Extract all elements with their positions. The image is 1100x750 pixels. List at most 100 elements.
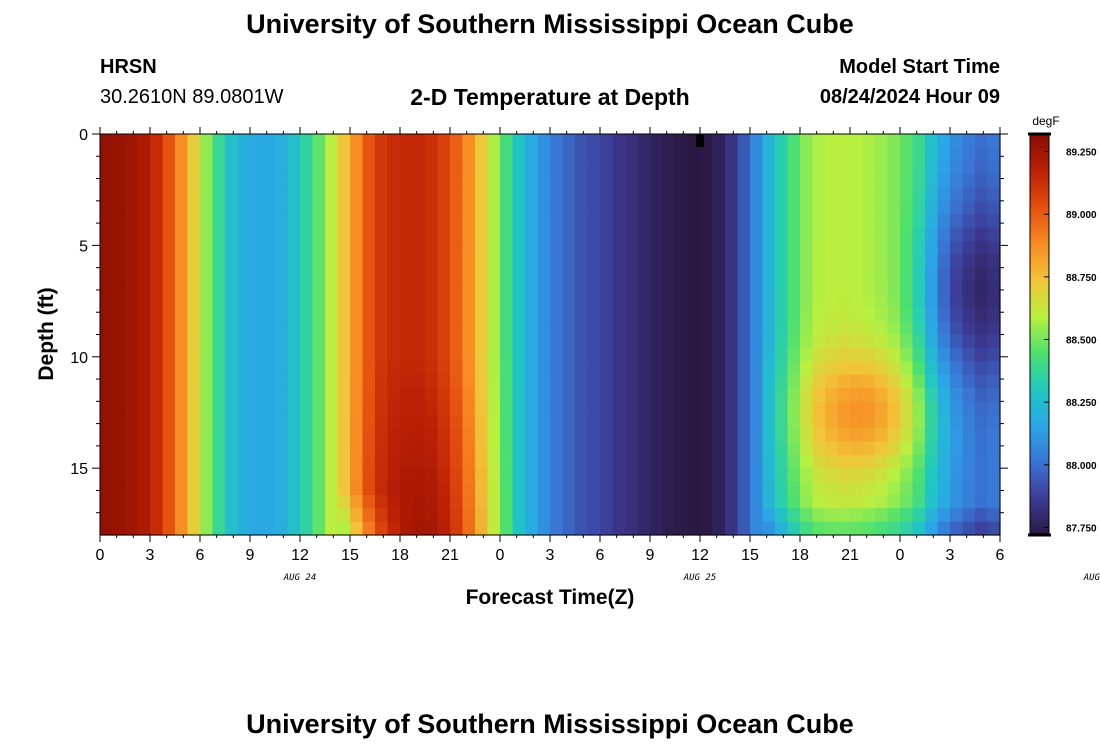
heatmap-cell: [225, 321, 239, 336]
heatmap-cell: [887, 254, 901, 269]
heatmap-cell: [825, 147, 839, 162]
heatmap-cell: [612, 214, 626, 229]
heatmap-cell: [562, 374, 576, 389]
heatmap-cell: [150, 187, 164, 202]
heatmap-cell: [125, 401, 139, 416]
heatmap-cell: [200, 481, 214, 496]
heatmap-cell: [462, 160, 476, 175]
heatmap-cell: [425, 401, 439, 416]
heatmap-cell: [512, 508, 526, 523]
heatmap-cell: [362, 414, 376, 429]
heatmap-cell: [562, 321, 576, 336]
heatmap-cell: [300, 414, 314, 429]
heatmap-cell: [900, 521, 914, 536]
heatmap-cell: [900, 227, 914, 242]
colorbar-tick-label: 88.500: [1066, 336, 1097, 347]
heatmap-cell: [862, 374, 876, 389]
heatmap-cell: [800, 134, 814, 148]
heatmap-cell: [100, 200, 114, 215]
heatmap-cell: [212, 361, 226, 376]
heatmap-cell: [475, 200, 489, 215]
colorbar-segment: [1030, 454, 1049, 459]
heatmap-cell: [237, 481, 251, 496]
heatmap-cell: [550, 428, 564, 443]
colorbar-segment: [1030, 444, 1049, 449]
heatmap-cell: [375, 307, 389, 322]
heatmap-cell: [212, 174, 226, 189]
heatmap-cell: [112, 147, 126, 162]
heatmap-cell: [362, 240, 376, 255]
heatmap-cell: [400, 160, 414, 175]
heatmap-cell: [387, 281, 401, 295]
heatmap-cell: [737, 240, 751, 255]
heatmap-cell: [937, 307, 951, 322]
heatmap-cell: [250, 200, 264, 215]
heatmap-cell: [475, 334, 489, 349]
heatmap-cell: [225, 334, 239, 349]
heatmap-cell: [787, 374, 801, 389]
heatmap-cell: [225, 200, 239, 215]
heatmap-cell: [812, 187, 826, 202]
heatmap-cell: [350, 347, 364, 362]
heatmap-cell: [937, 401, 951, 416]
heatmap-cell: [912, 414, 926, 429]
heatmap-cell: [687, 374, 701, 389]
heatmap-cell: [100, 240, 114, 255]
heatmap-cell: [925, 254, 939, 269]
heatmap-cell: [275, 321, 289, 336]
heatmap-cell: [887, 281, 901, 295]
heatmap-cell: [300, 468, 314, 483]
heatmap-cell: [150, 200, 164, 215]
heatmap-cell: [400, 227, 414, 242]
heatmap-cell: [775, 387, 789, 402]
heatmap-cell: [450, 267, 464, 282]
heatmap-cell: [850, 387, 864, 402]
heatmap-cell: [512, 374, 526, 389]
heatmap-cell: [750, 508, 764, 523]
heatmap-cell: [437, 254, 451, 269]
heatmap-cell: [425, 294, 439, 309]
x-tick-label: 15: [341, 547, 359, 564]
heatmap-cell: [275, 414, 289, 429]
heatmap-cell: [787, 414, 801, 429]
heatmap-cell: [362, 508, 376, 523]
heatmap-cell: [387, 428, 401, 443]
heatmap-cell: [837, 227, 851, 242]
heatmap-cell: [362, 347, 376, 362]
heatmap-cell: [812, 294, 826, 309]
heatmap-cell: [237, 147, 251, 162]
heatmap-cell: [162, 401, 176, 416]
heatmap-cell: [962, 174, 976, 189]
y-tick-label: 15: [70, 461, 88, 478]
heatmap-cell: [925, 494, 939, 509]
heatmap-cell: [475, 428, 489, 443]
heatmap-cell: [437, 174, 451, 189]
heatmap-cell: [137, 387, 151, 402]
heatmap-cell: [600, 401, 614, 416]
heatmap-cell: [650, 187, 664, 202]
heatmap-cell: [412, 254, 426, 269]
heatmap-cell: [312, 494, 326, 509]
heatmap-cell: [475, 254, 489, 269]
heatmap-cell: [100, 294, 114, 309]
heatmap-cell: [462, 454, 476, 469]
heatmap-cell: [125, 200, 139, 215]
heatmap-cell: [637, 521, 651, 536]
heatmap-cell: [500, 347, 514, 362]
heatmap-cell: [250, 147, 264, 162]
heatmap-cell: [537, 267, 551, 282]
heatmap-cell: [775, 281, 789, 295]
heatmap-cell: [925, 307, 939, 322]
heatmap-cell: [987, 267, 1001, 282]
heatmap-cell: [787, 200, 801, 215]
heatmap-cell: [850, 254, 864, 269]
heatmap-cell: [400, 174, 414, 189]
heatmap-cell: [325, 387, 339, 402]
heatmap-cell: [787, 147, 801, 162]
heatmap-cell: [487, 401, 501, 416]
heatmap-cell: [775, 160, 789, 175]
heatmap-cell: [112, 361, 126, 376]
heatmap-cell: [962, 281, 976, 295]
heatmap-cell: [537, 347, 551, 362]
